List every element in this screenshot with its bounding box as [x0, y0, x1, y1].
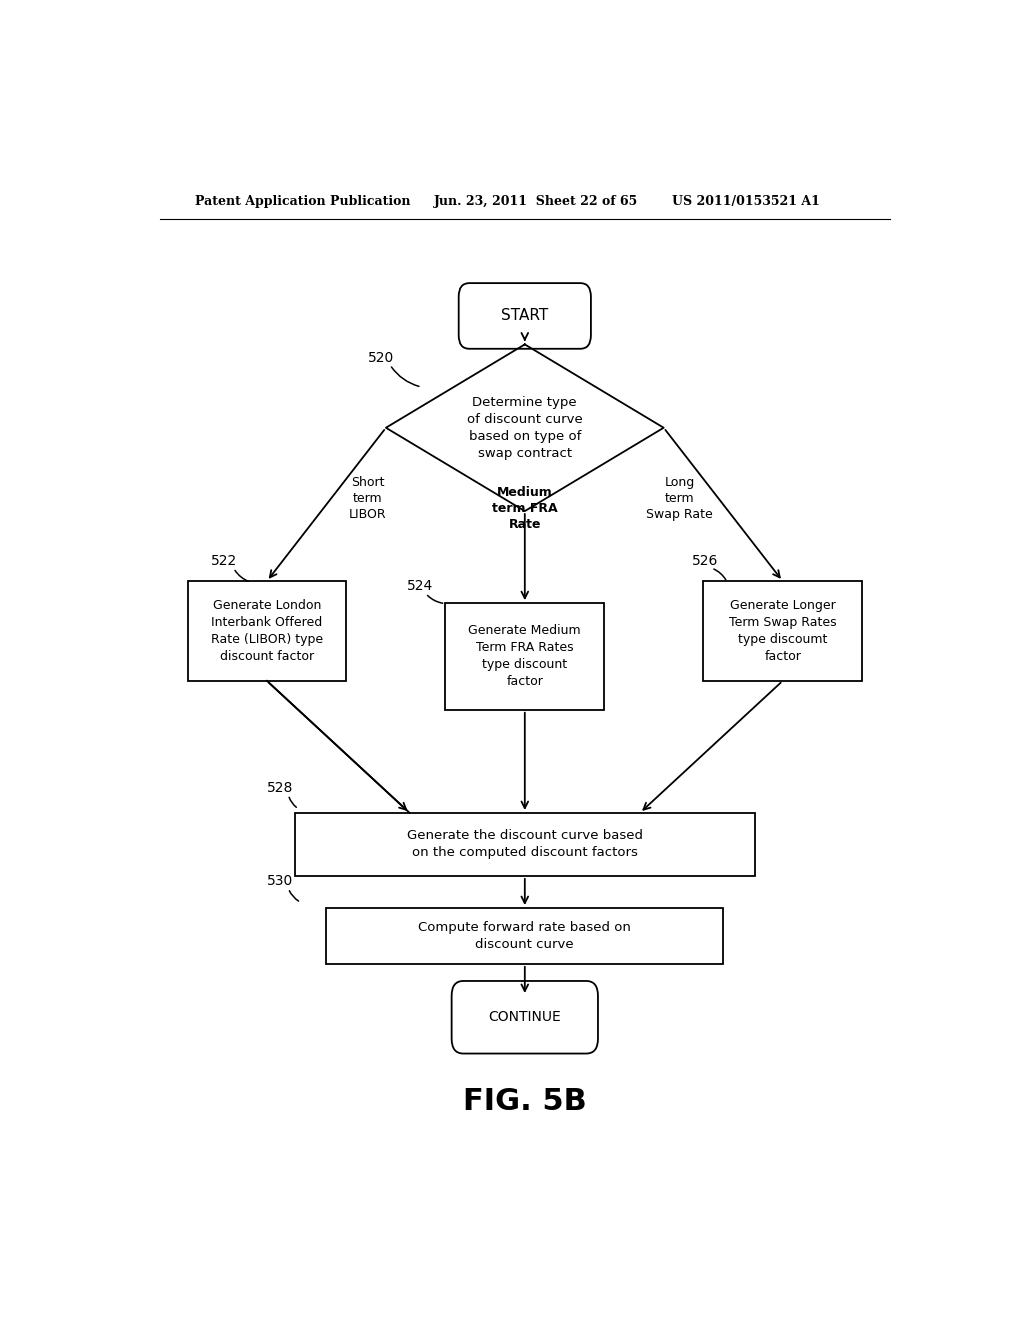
Text: Determine type
of discount curve
based on type of
swap contract: Determine type of discount curve based o… [467, 396, 583, 459]
Text: Generate London
Interbank Offered
Rate (LIBOR) type
discount factor: Generate London Interbank Offered Rate (… [211, 599, 323, 663]
FancyBboxPatch shape [459, 282, 591, 348]
Text: Long
term
Swap Rate: Long term Swap Rate [646, 475, 713, 520]
Text: US 2011/0153521 A1: US 2011/0153521 A1 [672, 194, 819, 207]
Text: Generate Medium
Term FRA Rates
type discount
factor: Generate Medium Term FRA Rates type disc… [469, 624, 581, 689]
Text: 524: 524 [408, 579, 433, 594]
FancyBboxPatch shape [452, 981, 598, 1053]
Text: Jun. 23, 2011  Sheet 22 of 65: Jun. 23, 2011 Sheet 22 of 65 [433, 194, 638, 207]
Text: Patent Application Publication: Patent Application Publication [196, 194, 411, 207]
Bar [703, 581, 862, 681]
Text: Generate Longer
Term Swap Rates
type discoumt
factor: Generate Longer Term Swap Rates type dis… [729, 599, 837, 663]
Text: Short
term
LIBOR: Short term LIBOR [349, 475, 386, 520]
Bar [295, 813, 755, 876]
Bar [327, 908, 723, 964]
Text: START: START [501, 309, 549, 323]
Text: CONTINUE: CONTINUE [488, 1010, 561, 1024]
Bar [187, 581, 346, 681]
Text: Compute forward rate based on
discount curve: Compute forward rate based on discount c… [419, 921, 631, 950]
Text: FIG. 5B: FIG. 5B [463, 1088, 587, 1117]
Text: 528: 528 [267, 780, 293, 795]
Bar [445, 603, 604, 710]
Text: 520: 520 [368, 351, 394, 364]
Text: 526: 526 [691, 554, 718, 568]
Text: Medium
term FRA
Rate: Medium term FRA Rate [492, 486, 558, 531]
Text: Generate the discount curve based
on the computed discount factors: Generate the discount curve based on the… [407, 829, 643, 859]
Text: 522: 522 [211, 554, 238, 568]
Text: 530: 530 [267, 874, 293, 888]
